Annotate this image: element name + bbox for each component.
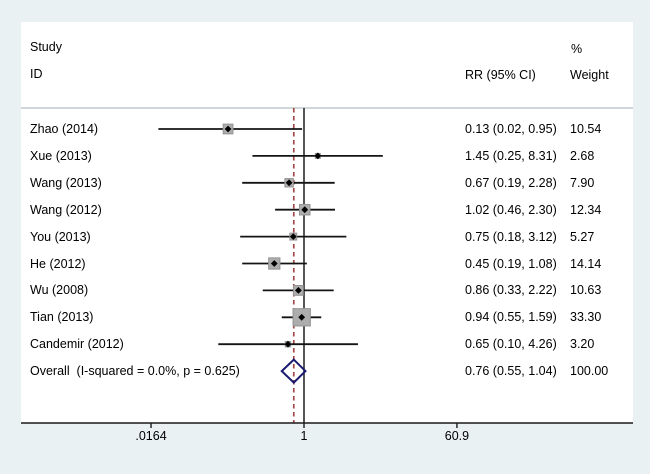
column-header-rr: RR (95% CI) <box>465 68 536 82</box>
rr-ci-value: 1.02 (0.46, 2.30) <box>465 202 557 217</box>
study-label: Wang (2012) <box>30 202 102 217</box>
rr-ci-value: 0.67 (0.19, 2.28) <box>465 175 557 190</box>
point-estimate-marker <box>301 206 309 214</box>
column-header-study: Study <box>30 40 62 54</box>
rr-ci-value: 1.45 (0.25, 8.31) <box>465 148 557 163</box>
weight-value: 5.27 <box>570 229 595 244</box>
study-label: He (2012) <box>30 256 86 271</box>
weight-value: 33.30 <box>570 310 602 325</box>
point-estimate-marker <box>224 125 232 133</box>
overall-weight-value: 100.00 <box>570 364 609 379</box>
rr-ci-value: 0.86 (0.33, 2.22) <box>465 283 557 298</box>
study-label: Wu (2008) <box>30 283 89 298</box>
weight-value: 3.20 <box>570 337 595 352</box>
study-label: You (2013) <box>30 229 91 244</box>
x-axis-tick-label: 1 <box>300 429 308 443</box>
study-label: Zhao (2014) <box>30 122 99 136</box>
point-estimate-marker <box>289 233 297 240</box>
weight-value: 2.68 <box>570 148 595 163</box>
study-label: Wang (2013) <box>30 175 102 190</box>
point-estimate-marker <box>298 313 306 321</box>
plot-panel <box>21 22 633 423</box>
weight-value: 14.14 <box>570 256 602 271</box>
weight-value: 10.63 <box>570 283 602 298</box>
rr-ci-value: 0.13 (0.02, 0.95) <box>465 122 557 136</box>
rr-ci-value: 0.75 (0.18, 3.12) <box>465 229 557 244</box>
overall-diamond <box>280 358 307 384</box>
point-estimate-marker <box>284 340 292 348</box>
weight-value: 10.54 <box>570 122 602 136</box>
point-estimate-marker <box>270 260 278 267</box>
x-axis-tick-label: 60.9 <box>444 429 470 443</box>
study-label: Candemir (2012) <box>30 337 124 352</box>
rr-ci-value: 0.45 (0.19, 1.08) <box>465 256 557 271</box>
column-header-percent: % <box>571 42 583 56</box>
rr-ci-value: 0.94 (0.55, 1.59) <box>465 310 557 325</box>
weight-value: 7.90 <box>570 175 595 190</box>
column-header-weight: Weight <box>570 68 609 82</box>
study-label: Tian (2013) <box>30 310 94 325</box>
point-estimate-marker <box>314 152 322 160</box>
rr-ci-value: 0.65 (0.10, 4.26) <box>465 337 557 352</box>
point-estimate-marker <box>285 179 293 187</box>
column-header-id: ID <box>30 67 43 81</box>
overall-label: Overall (I-squared = 0.0%, p = 0.625) <box>30 364 240 379</box>
weight-value: 12.34 <box>570 202 602 217</box>
x-axis-tick-label: .0164 <box>135 429 167 443</box>
point-estimate-marker <box>294 287 302 294</box>
study-label: Xue (2013) <box>30 148 92 163</box>
overall-rr-ci-value: 0.76 (0.55, 1.04) <box>465 364 557 379</box>
